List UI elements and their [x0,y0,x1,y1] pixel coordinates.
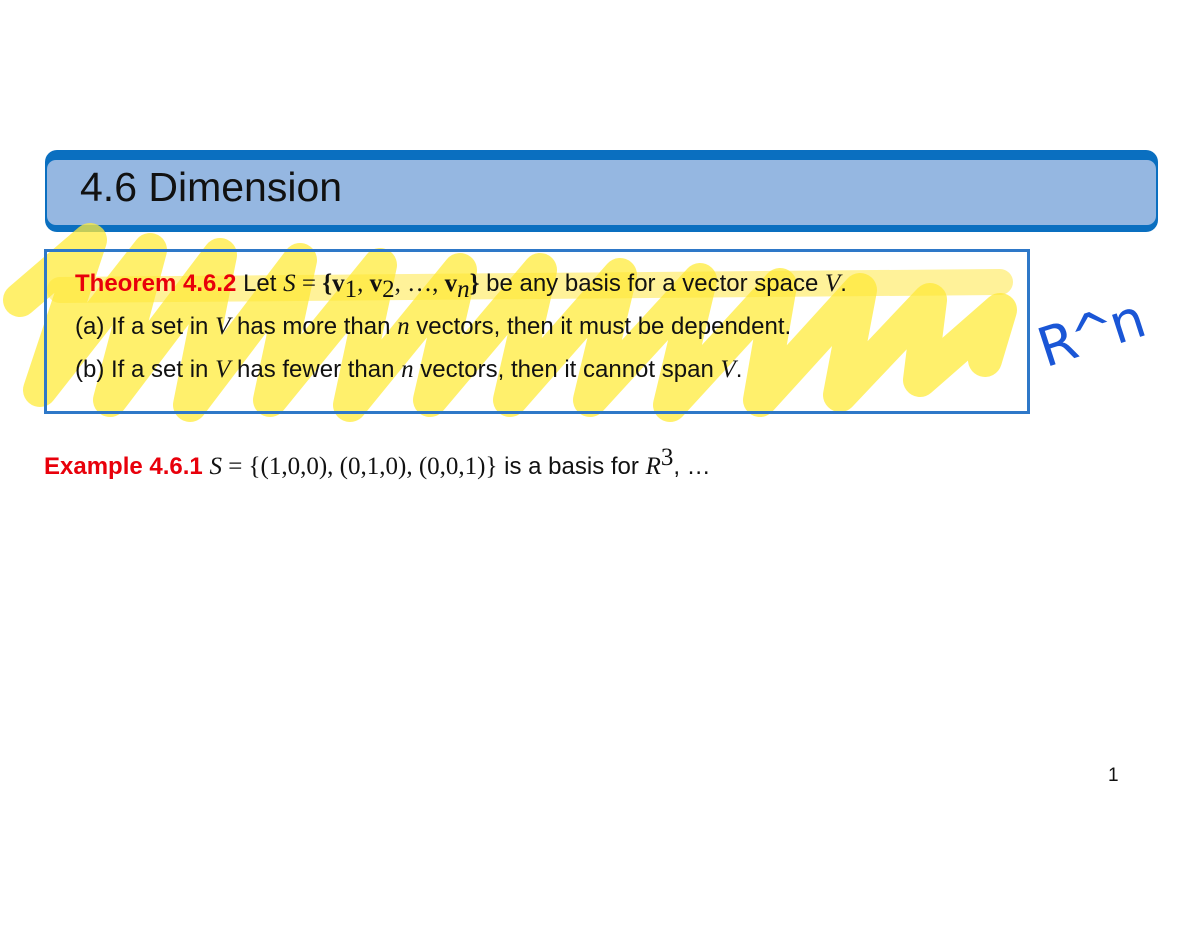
math: , [357,270,370,297]
math: v [369,270,383,297]
text: be any basis for a vector space [479,270,825,297]
text: (a) If a set in [75,313,216,340]
theorem-line-2: (a) If a set in V has more than n vector… [75,313,791,341]
math: } [469,270,480,297]
math: V [215,313,231,340]
title-bar-inner [47,160,1156,225]
math: 3 [660,444,674,471]
theorem-line-1: Theorem 4.6.2 Let S = {v1, v2, …, vn} be… [75,270,847,304]
theorem-line-3: (b) If a set in V has fewer than n vecto… [75,356,742,384]
math: n [457,275,470,303]
text: , … [673,453,711,480]
text: has fewer than [230,356,402,383]
math: , [394,270,408,297]
math: v [332,270,345,297]
text: vectors, then it cannot span [413,356,721,383]
math: n [397,313,410,340]
math: v [444,270,458,297]
text: has more than [230,313,398,340]
page-number: 1 [1108,765,1119,786]
math: … [407,270,433,297]
text: . [840,270,847,297]
math: V [215,356,231,383]
math: 2 [382,275,395,303]
text: (b) If a set in [75,356,216,383]
math: V [720,356,736,383]
example-line: Example 4.6.1 S = {(1,0,0), (0,1,0), (0,… [44,444,711,481]
math: { [322,270,333,297]
text: Let [243,270,277,297]
theorem-box [44,249,1030,414]
math: V [824,270,841,297]
theorem-label: Theorem 4.6.2 [75,270,237,297]
handwritten-r-n-annotation: R^n [1030,287,1150,380]
title-bar [45,150,1158,232]
text: . [735,356,743,383]
math: n [401,356,414,383]
text: vectors, then it must be dependent. [409,313,792,340]
slide-title: 4.6 Dimension [80,164,343,210]
text: is a basis for [497,453,646,480]
math: R [645,453,661,480]
math: = {(1,0,0), (0,1,0), (0,0,1)} [221,453,498,480]
math: = [295,270,323,297]
example-label: Example 4.6.1 [44,453,203,480]
math: 1 [344,275,358,303]
math: S [283,270,296,297]
math: S [209,453,222,480]
math: , [432,270,445,297]
